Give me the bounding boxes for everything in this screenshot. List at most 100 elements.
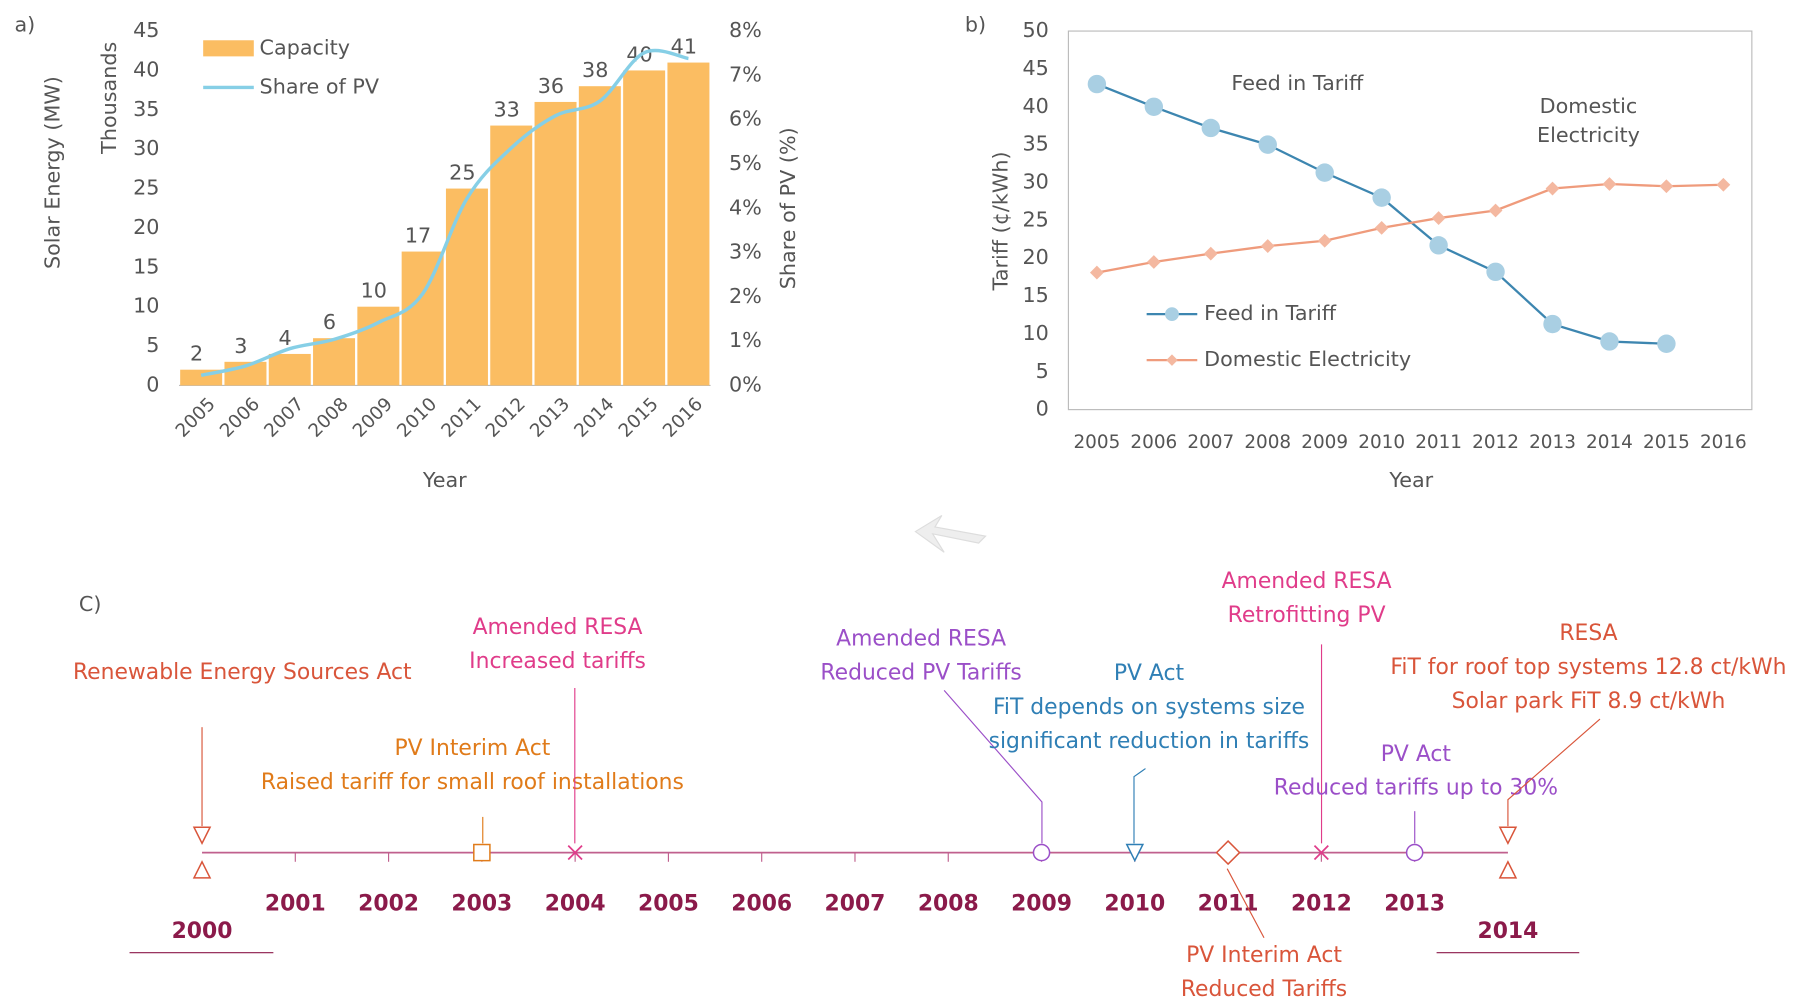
y-tick-label: 20	[1022, 245, 1048, 269]
x-tick-label: 2016	[659, 394, 707, 442]
x-axis-label: Year	[1388, 468, 1433, 492]
marker	[192, 860, 212, 879]
marker	[567, 845, 583, 861]
annotation: Electricity	[1537, 123, 1640, 147]
bar	[534, 101, 577, 386]
marker	[1498, 860, 1518, 879]
y-tick-label: 35	[133, 97, 159, 121]
bar	[490, 125, 533, 386]
line	[1096, 182, 1724, 274]
point	[1545, 181, 1560, 196]
x-tick-label: 2006	[216, 394, 264, 442]
value-label: 33	[493, 98, 519, 122]
event-label: PV Act	[1381, 742, 1452, 767]
event-label: Reduced PV Tariffs	[820, 661, 1021, 686]
y2-tick-label: 8%	[729, 18, 762, 42]
connector	[1226, 868, 1265, 938]
event-label: PV Interim Act	[1186, 943, 1342, 968]
connector	[943, 689, 1043, 844]
y-tick-label: 10	[133, 294, 159, 318]
value-label: 17	[405, 224, 431, 248]
marker	[1313, 845, 1329, 861]
year-label: 2006	[731, 891, 792, 916]
y-tick-label: 45	[1022, 56, 1048, 80]
x-tick-label: 2014	[570, 394, 618, 442]
point	[1600, 332, 1619, 351]
year-label: 2009	[1011, 891, 1072, 916]
year-label: 2003	[451, 891, 512, 916]
bar	[578, 86, 621, 386]
x-tick-label: 2010	[393, 394, 441, 442]
value-label: 6	[323, 310, 336, 334]
marker	[1405, 843, 1424, 862]
year-label: 2002	[358, 891, 419, 916]
y-tick-label: 35	[1022, 132, 1048, 156]
event-label: FiT for roof top systems 12.8 ct/kWh	[1390, 655, 1786, 680]
x-tick-label: 2009	[1301, 432, 1348, 453]
point	[1659, 179, 1674, 194]
bar	[268, 353, 311, 386]
y2-tick-label: 4%	[729, 195, 762, 219]
bar	[667, 62, 710, 386]
bar	[445, 188, 488, 386]
y-axis-label: Tariff (¢/kWh)	[989, 151, 1013, 291]
legend-label: Feed in Tariff	[1204, 301, 1337, 325]
event-label: RESA	[1559, 621, 1617, 646]
legend-label: Domestic Electricity	[1204, 347, 1411, 371]
x-tick-label: 2007	[1187, 432, 1234, 453]
point	[1657, 334, 1676, 353]
point	[1488, 203, 1503, 218]
point	[1486, 262, 1505, 282]
y2-tick-label: 2%	[729, 284, 762, 308]
event-label: Raised tariff for small roof installatio…	[261, 770, 684, 795]
x-tick-label: 2014	[1586, 432, 1633, 453]
year-label: 2011	[1198, 891, 1259, 916]
year-label: 2010	[1104, 891, 1165, 916]
y-axis-label: Solar Energy (MW)	[41, 76, 65, 269]
y-tick-label: 15	[1022, 283, 1048, 307]
y-tick-label: 30	[1022, 169, 1048, 193]
year-label: 2001	[265, 891, 326, 916]
y-tick-label: 5	[146, 333, 159, 357]
event-label: Retrofitting PV	[1228, 603, 1386, 628]
marker	[1498, 826, 1518, 846]
y-tick-label: 15	[133, 254, 159, 278]
bar	[357, 306, 400, 386]
y2-tick-label: 6%	[729, 107, 762, 131]
y-tick-label: 25	[133, 176, 159, 200]
bar	[623, 70, 666, 386]
marker	[1215, 840, 1241, 866]
value-label: 38	[582, 58, 608, 82]
point	[1260, 239, 1275, 253]
year-label: 2004	[545, 891, 606, 916]
y-tick-label: 25	[1022, 207, 1048, 231]
x-tick-label: 2008	[1244, 432, 1291, 453]
legend-marker	[1165, 307, 1179, 322]
year-label: 2000	[172, 919, 233, 944]
event-label: Amended RESA	[1222, 569, 1392, 594]
event-label: Amended RESA	[836, 627, 1006, 652]
point	[1203, 246, 1218, 261]
y2-tick-label: 1%	[729, 328, 762, 352]
y2-tick-label: 5%	[729, 151, 762, 175]
marker	[192, 826, 212, 846]
event-label: Reduced tariffs up to 30%	[1274, 776, 1558, 801]
y2-tick-label: 7%	[729, 62, 762, 86]
y2-axis-label: Share of PV (%)	[776, 127, 800, 289]
point	[1431, 211, 1446, 225]
bar	[313, 338, 356, 386]
event-label: FiT depends on systems size	[993, 695, 1305, 720]
cursor-icon	[914, 514, 987, 553]
x-tick-label: 2011	[438, 394, 486, 442]
event-label: PV Interim Act	[394, 736, 550, 761]
point	[1315, 163, 1334, 182]
plot-frame	[1067, 30, 1753, 411]
x-tick-label: 2013	[1529, 432, 1576, 453]
x-tick-label: 2012	[482, 394, 530, 442]
legend-label: Capacity	[260, 35, 350, 59]
panel-label: C)	[79, 592, 102, 616]
year-label: 2008	[918, 891, 979, 916]
x-tick-label: 2009	[349, 394, 397, 442]
event-label: Renewable Energy Sources Act	[73, 660, 412, 685]
